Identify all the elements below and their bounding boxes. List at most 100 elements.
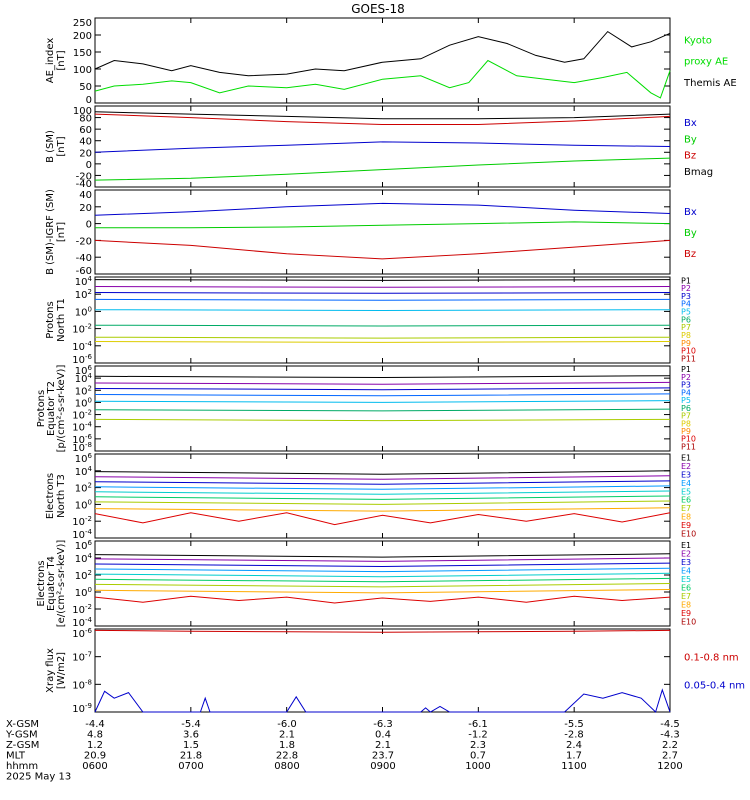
footer-value: 2.2 [662, 740, 678, 751]
legend-label-p5: P5 [681, 396, 691, 405]
footer-value: 0600 [82, 761, 107, 772]
footer-value: 22.8 [276, 751, 298, 762]
footer-value: -4.3 [660, 730, 680, 741]
footer-row-label: Y-GSM [5, 730, 38, 741]
series-line-p8 [94, 341, 671, 343]
y-tick-label: 10-6 [72, 353, 92, 366]
legend-label-p1: P1 [681, 365, 691, 374]
legend-label-kyoto-proxy-ae: Kyoto [684, 35, 712, 46]
legend-label-bx: Bx [684, 118, 697, 129]
legend-label-e7: E7 [681, 592, 691, 601]
y-tick-label: 106 [75, 539, 93, 552]
footer-value: 2.4 [566, 740, 582, 751]
y-tick-label: -20 [76, 236, 92, 247]
footer-row-label: MLT [6, 751, 26, 762]
y-tick-label: 10-4 [72, 421, 92, 434]
series-line-p1 [94, 375, 671, 379]
legend-label-p2: P2 [681, 373, 691, 382]
y-axis-label: Xray flux[W/m2] [45, 648, 67, 693]
y-tick-label: -60 [76, 266, 92, 277]
legend: Kyoto proxy AE Themis AE [683, 35, 737, 89]
series-line-e6 [94, 495, 671, 500]
legend-label-themis-ae: Themis AE [683, 78, 737, 89]
y-tick-label: 10-9 [72, 702, 92, 715]
y-tick-label: 10-8 [72, 441, 92, 454]
y-tick-label: 106 [75, 364, 93, 377]
footer-value: 1.5 [183, 740, 199, 751]
legend-label-e1: E1 [681, 454, 691, 463]
legend-label-e7: E7 [681, 504, 691, 513]
footer-row-label: Z-GSM [6, 740, 39, 751]
legend-label-e1: E1 [681, 541, 691, 550]
footer-value: 2.1 [279, 730, 295, 741]
series-line-e2 [94, 557, 671, 562]
legend-label-e5: E5 [681, 575, 691, 584]
series-line-0-05-0-4-nm [94, 688, 671, 713]
panel-1: 0 50 100 150 200 250 AE_index[nT] Kyoto proxy AE… [45, 17, 737, 106]
y-tick-label: 104 [75, 275, 93, 288]
y-tick-label: 10-2 [72, 409, 92, 422]
y-axis-label: ProtonsEquator T2[p/(cm²-s-sr-keV)] [36, 365, 67, 453]
y-tick-label: 10-7 [72, 651, 92, 664]
footer-value: 21.8 [180, 751, 202, 762]
y-tick-label: 0 [86, 95, 92, 106]
y-axis-label: ProtonsNorth T1 [45, 298, 67, 342]
figure-title: GOES-18 [351, 2, 405, 16]
panel-frame [94, 17, 671, 104]
y-tick-label: 104 [75, 372, 93, 385]
footer-value: 2.1 [375, 740, 391, 751]
y-tick-label: 10-6 [72, 433, 92, 446]
legend-label-p11: P11 [681, 442, 696, 451]
series-line-e3 [94, 562, 671, 568]
legend-label-e10: E10 [681, 529, 696, 538]
series-line-bmag [94, 111, 671, 120]
footer-value: -6.1 [468, 719, 488, 730]
y-tick-label: 20 [79, 148, 92, 159]
footer-value: 1100 [561, 761, 586, 772]
panel-frame [94, 540, 671, 627]
legend-label-p2: P2 [681, 284, 691, 293]
legend-label-e2: E2 [681, 462, 691, 471]
legend-label-p3: P3 [681, 292, 691, 301]
y-tick-label: 102 [75, 569, 92, 582]
legend-label-p5: P5 [681, 308, 691, 317]
legend: Bx By Bz Bmag [684, 118, 713, 178]
legend-label-p10: P10 [681, 347, 696, 356]
legend-label-p8: P8 [681, 419, 691, 428]
series-line-p5 [94, 309, 671, 312]
footer-value: 23.7 [372, 751, 394, 762]
legend-label-p4: P4 [681, 388, 691, 397]
legend-label-bz: Bz [684, 249, 696, 260]
y-tick-label: 60 [79, 125, 92, 136]
y-tick-label: 10-4 [72, 340, 92, 353]
footer-value: -5.5 [564, 719, 584, 730]
legend-label-e9: E9 [681, 609, 691, 618]
series-line-e7 [94, 583, 671, 588]
legend-label-p8: P8 [681, 331, 691, 340]
series-line-e6 [94, 577, 671, 583]
y-tick-label: 250 [73, 18, 92, 29]
legend-label-e10: E10 [681, 617, 696, 626]
series-line-e4 [94, 485, 671, 490]
footer-value: 2.7 [662, 751, 678, 762]
legend-label-p9: P9 [681, 427, 691, 436]
footer-value: -2.8 [564, 730, 584, 741]
footer-value: 0.7 [470, 751, 486, 762]
footer-date: 2025 May 13 [6, 772, 71, 783]
y-tick-label: 150 [73, 48, 92, 59]
panel-frame [94, 189, 671, 275]
series-line-bz [94, 113, 671, 125]
y-tick-label: 102 [75, 288, 92, 301]
series-line-p4 [94, 393, 671, 397]
legend-label-e4: E4 [681, 479, 691, 488]
series-line-e1 [94, 470, 671, 475]
panel-3: -60 -40 -20 0 20 40 B (SM)-IGRF (SM)[nT] Bx By Bz [45, 189, 697, 277]
legend-label-e3: E3 [681, 471, 691, 480]
legend-label-e2: E2 [681, 549, 691, 558]
footer-value: 1200 [657, 761, 682, 772]
legend-label-p4: P4 [681, 300, 691, 309]
